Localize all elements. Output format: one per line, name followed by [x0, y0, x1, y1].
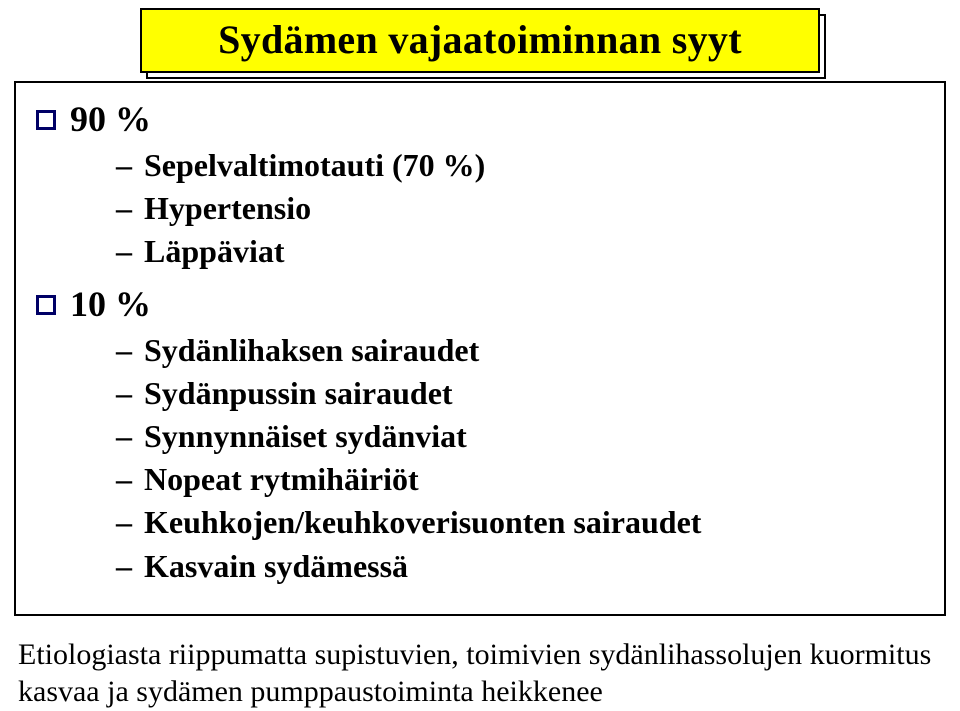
list-item: Hypertensio	[116, 187, 924, 230]
list-item: Sydänlihaksen sairaudet	[116, 329, 924, 372]
title-box: Sydämen vajaatoiminnan syyt	[140, 8, 820, 73]
sub-list-10: Sydänlihaksen sairaudet Sydänpussin sair…	[116, 329, 924, 588]
square-bullet-icon	[36, 110, 56, 130]
slide-title: Sydämen vajaatoiminnan syyt	[218, 17, 742, 62]
group-label: 10 %	[70, 282, 151, 327]
list-item: Läppäviat	[116, 230, 924, 273]
footer-note: Etiologiasta riippumatta supistuvien, to…	[18, 636, 942, 711]
list-item: Sydänpussin sairaudet	[116, 372, 924, 415]
list-item: Synnynnäiset sydänviat	[116, 415, 924, 458]
square-bullet-icon	[36, 295, 56, 315]
slide: Sydämen vajaatoiminnan syyt 90 % Sepelva…	[0, 0, 960, 676]
group-item-90: 90 %	[36, 97, 924, 142]
group-item-10: 10 %	[36, 282, 924, 327]
list-item: Nopeat rytmihäiriöt	[116, 458, 924, 501]
list-item: Kasvain sydämessä	[116, 545, 924, 588]
content-box: 90 % Sepelvaltimotauti (70 %) Hypertensi…	[14, 81, 946, 616]
sub-list-90: Sepelvaltimotauti (70 %) Hypertensio Läp…	[116, 144, 924, 274]
list-item: Keuhkojen/keuhkoverisuonten sairaudet	[116, 501, 924, 544]
group-list: 90 % Sepelvaltimotauti (70 %) Hypertensi…	[36, 97, 924, 588]
group-label: 90 %	[70, 97, 151, 142]
list-item: Sepelvaltimotauti (70 %)	[116, 144, 924, 187]
